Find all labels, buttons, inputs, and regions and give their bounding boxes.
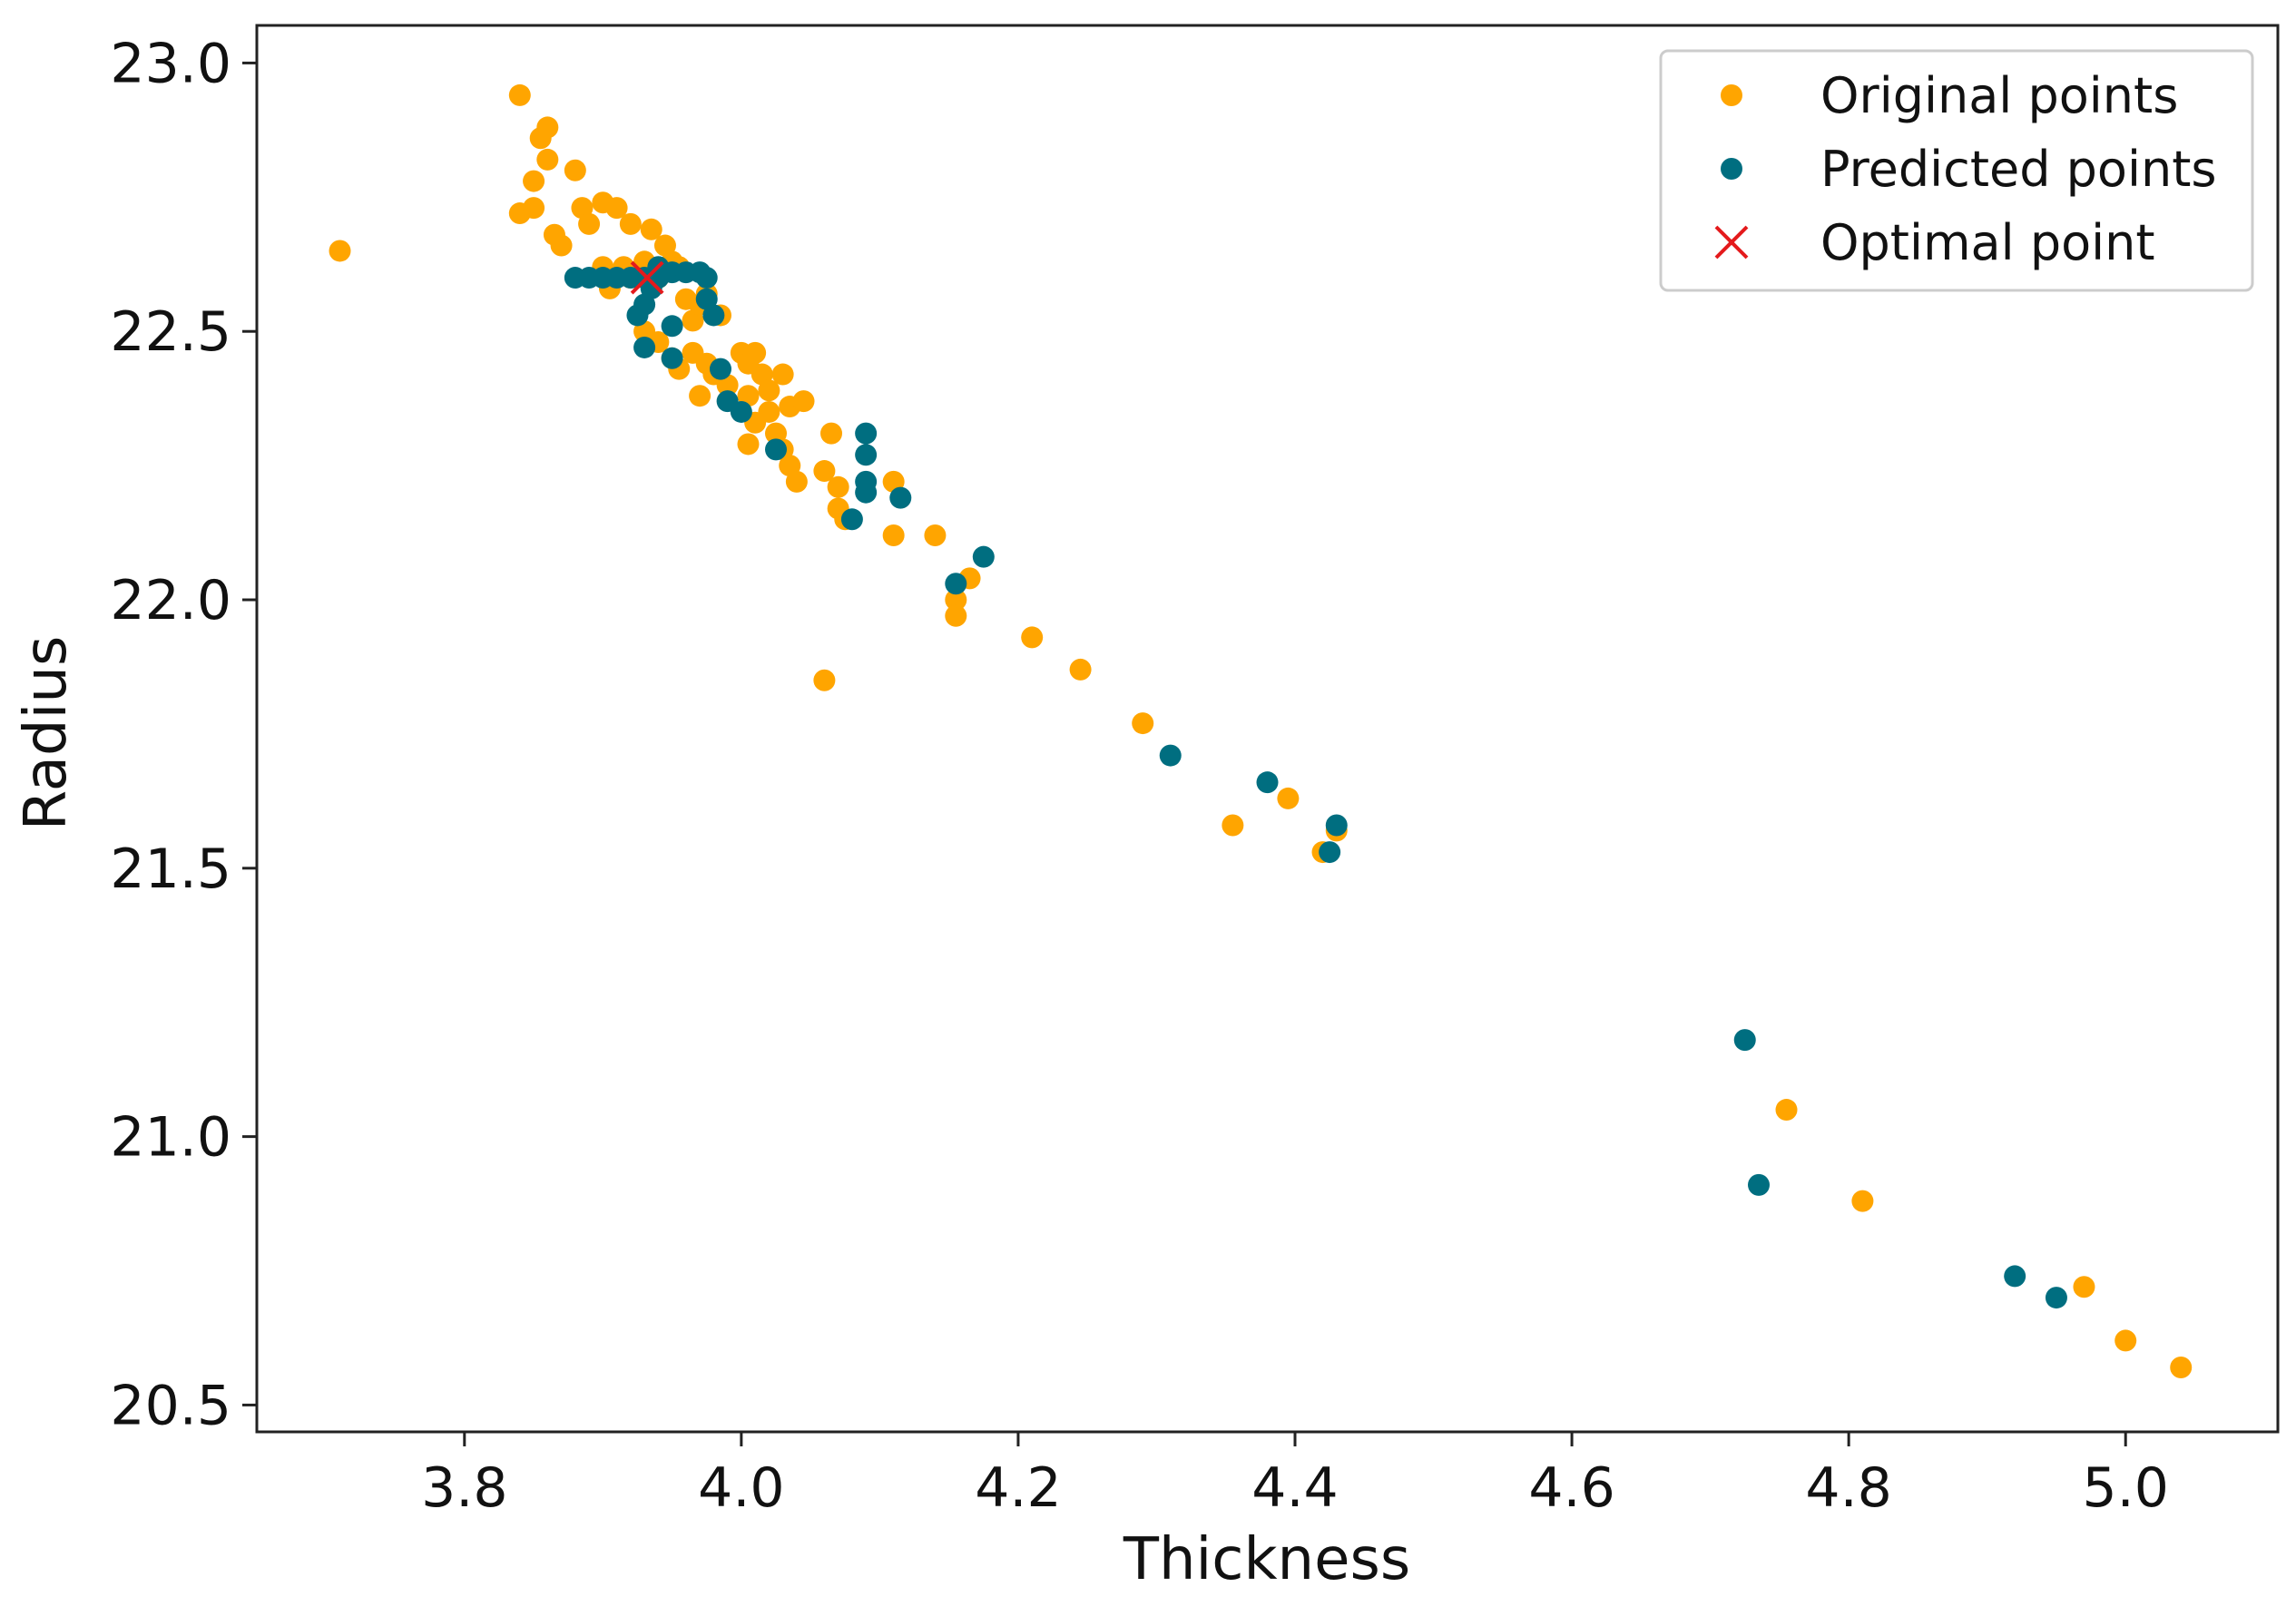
x-tick-label: 4.0 <box>698 1456 784 1520</box>
original-points-point <box>758 400 780 423</box>
x-tick-label: 5.0 <box>2083 1456 2169 1520</box>
predicted-points-point <box>702 304 725 327</box>
predicted-points-point <box>972 545 995 568</box>
original-points-point <box>820 422 843 445</box>
original-points-point <box>578 212 601 235</box>
y-tick-label: 22.5 <box>110 300 231 364</box>
predicted-points-point <box>730 400 752 423</box>
x-tick-label: 3.8 <box>421 1456 507 1520</box>
original-points-point <box>536 116 559 139</box>
x-tick-label: 4.4 <box>1251 1456 1338 1520</box>
x-tick-label: 4.8 <box>1805 1456 1891 1520</box>
predicted-points-point <box>2004 1265 2026 1288</box>
original-points-point <box>945 604 967 627</box>
predicted-points-point <box>855 422 878 445</box>
predicted-points-point <box>2045 1287 2067 1309</box>
predicted-points-point <box>855 481 878 504</box>
predicted-points-point <box>1159 744 1182 767</box>
y-tick-label: 20.5 <box>110 1374 231 1437</box>
original-points-point <box>523 170 545 192</box>
optimal-point-marker <box>630 260 664 295</box>
x-tick-label: 4.6 <box>1528 1456 1614 1520</box>
original-points-point <box>1021 626 1044 649</box>
legend-entry-optimal-point: Optimal point <box>1714 214 2155 271</box>
y-axis-label: Radius <box>13 636 80 831</box>
predicted-points-point <box>695 267 718 289</box>
predicted-points-point <box>709 358 731 380</box>
original-points-point <box>640 218 662 240</box>
predicted-points-point <box>661 347 683 369</box>
predicted-points-point <box>1319 841 1341 864</box>
original-points-point <box>619 212 642 235</box>
x-axis-label: Thickness <box>1123 1526 1410 1593</box>
legend-marker <box>1721 158 1742 180</box>
predicted-points-point <box>1325 814 1348 837</box>
original-points-point <box>523 197 545 220</box>
original-points-point <box>758 379 780 402</box>
legend-label: Optimal point <box>1820 214 2155 271</box>
original-points-point <box>2114 1329 2137 1352</box>
predicted-points-point <box>1733 1029 1756 1052</box>
original-points-point <box>1775 1099 1798 1122</box>
original-points-point <box>536 148 559 171</box>
legend-entry-original-points: Original points <box>1721 67 2178 124</box>
original-points-point <box>1222 814 1244 837</box>
predicted-points-point <box>633 336 656 358</box>
original-points-point <box>744 341 767 364</box>
original-points-point <box>2170 1357 2193 1379</box>
y-axis: 20.5 21.0 21.5 22.0 22.5 23.0 <box>110 32 257 1437</box>
legend-marker <box>1714 225 1749 260</box>
predicted-points-point <box>855 444 878 466</box>
legend-entries: Original points Predicted points Optimal p… <box>1714 67 2217 271</box>
original-points-point <box>550 234 573 257</box>
plot-frame <box>255 24 2280 1434</box>
predicted-points-point <box>1256 771 1279 794</box>
x-tick-label: 4.2 <box>975 1456 1061 1520</box>
predicted-points-point <box>889 486 912 509</box>
predicted-points-point <box>661 315 683 338</box>
original-points-point <box>882 524 905 547</box>
legend: Original points Predicted points Optimal p… <box>1659 49 2254 292</box>
predicted-points-point <box>626 304 649 327</box>
legend-marker <box>1721 84 1742 106</box>
original-points-point <box>827 475 849 498</box>
predicted-points-point <box>945 573 967 595</box>
original-points-point <box>771 363 794 386</box>
legend-label: Predicted points <box>1820 141 2217 198</box>
original-points-point <box>689 385 711 407</box>
legend-label: Original points <box>1820 67 2178 124</box>
original-points-point <box>564 159 586 181</box>
original-points-point <box>737 433 760 456</box>
legend-entry-predicted-points: Predicted points <box>1721 141 2217 198</box>
predicted-points-point <box>765 438 788 461</box>
x-axis: 3.8 4.0 4.2 4.4 4.6 4.8 5.0 <box>421 1432 2169 1520</box>
y-tick-label: 21.0 <box>110 1106 231 1170</box>
predicted-points-point <box>1747 1173 1770 1196</box>
original-points-point <box>813 669 836 691</box>
y-tick-label: 21.5 <box>110 838 231 901</box>
legend-box <box>1659 49 2254 292</box>
y-tick-label: 23.0 <box>110 32 231 95</box>
original-points-point <box>605 197 628 220</box>
original-points-point <box>785 470 808 493</box>
marks-layer <box>329 83 2193 1379</box>
original-points-point <box>1277 787 1300 809</box>
original-points-point <box>1132 712 1154 735</box>
original-points-point <box>1069 658 1092 681</box>
original-points-point <box>2073 1276 2095 1298</box>
original-points-point <box>1851 1190 1874 1212</box>
predicted-points-point <box>840 508 863 531</box>
original-points-point <box>945 589 967 612</box>
original-points-point <box>329 240 351 262</box>
original-points-point <box>792 390 815 413</box>
original-points-point <box>508 83 531 106</box>
optimal-point-stroke <box>630 260 664 295</box>
original-points-point <box>813 460 836 483</box>
original-points-point <box>924 524 947 547</box>
y-tick-label: 22.0 <box>110 569 231 632</box>
